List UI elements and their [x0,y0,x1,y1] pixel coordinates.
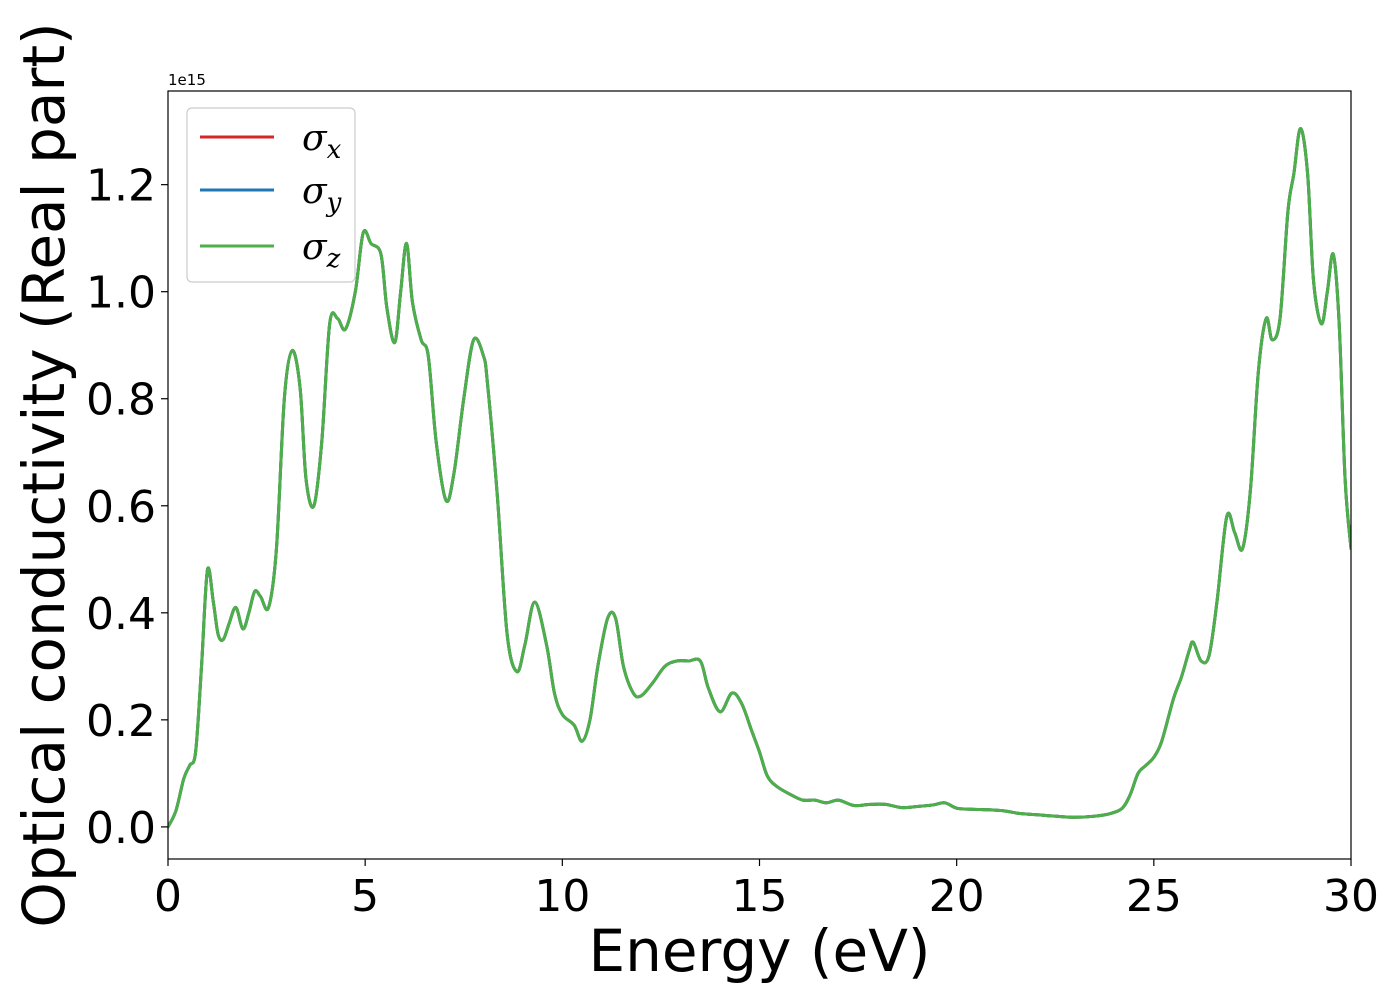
x-axis-label: Energy (eV) [588,917,930,985]
x-tick-label: 10 [534,871,590,922]
y-tick-label: 1.0 [86,268,156,319]
y-axis-label: Optical conductivity (Real part) [10,22,78,927]
y-tick-label: 0.2 [86,696,156,747]
y-tick-label: 0.4 [86,589,156,640]
y-tick-label: 1.2 [86,161,156,212]
legend-box [186,107,356,283]
x-tick-label: 5 [351,871,379,922]
x-tick-label: 15 [732,871,788,922]
legend-label-z: σz [302,227,341,274]
x-tick-label: 20 [929,871,985,922]
y-tick-label: 0.0 [86,803,156,854]
y-tick-label: 0.8 [86,375,156,426]
series-line-3 [168,126,1351,829]
x-axis-ticks: 0 5 10 15 20 25 30 [154,859,1379,922]
y-axis-ticks: 0.0 0.2 0.4 0.6 0.8 1.0 1.2 [86,161,168,854]
x-tick-label: 30 [1323,871,1379,922]
x-tick-label: 0 [154,871,182,922]
y-tick-label: 0.6 [86,482,156,533]
x-tick-label: 25 [1126,871,1182,922]
series-layer [168,126,1351,829]
y-offset-label: 1e15 [168,71,206,89]
